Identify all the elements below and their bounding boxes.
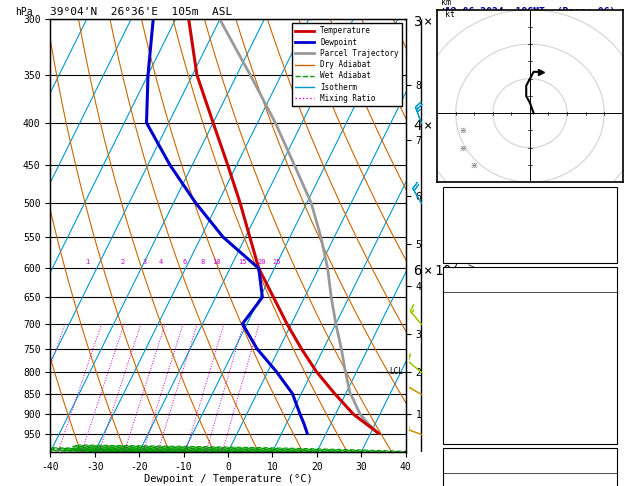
Text: Lifted Index: Lifted Index (450, 376, 510, 385)
Text: $\divideontimes$: $\divideontimes$ (459, 125, 467, 136)
Text: $\divideontimes$: $\divideontimes$ (459, 143, 467, 153)
Bar (443, 448, 617, 486)
Text: 4: 4 (159, 260, 164, 265)
Text: 45: 45 (599, 221, 610, 229)
Text: LCL: LCL (389, 367, 403, 376)
Text: 339: 339 (595, 351, 610, 360)
Text: Pressure (mb): Pressure (mb) (450, 481, 515, 486)
Text: hPa: hPa (15, 7, 33, 17)
Text: 10: 10 (213, 260, 221, 265)
Text: Surface: Surface (511, 275, 548, 284)
Text: kt: kt (445, 10, 455, 18)
Text: 402: 402 (595, 427, 610, 435)
Text: 8: 8 (201, 260, 205, 265)
Text: -0: -0 (599, 376, 610, 385)
Text: 12.06.2024  18GMT  (Base: 06): 12.06.2024 18GMT (Base: 06) (445, 7, 615, 17)
Text: 20: 20 (258, 260, 266, 265)
Text: Totals Totals: Totals Totals (450, 221, 515, 229)
Text: 214: 214 (595, 401, 610, 410)
Text: 16: 16 (599, 195, 610, 204)
Bar (443, 187, 617, 263)
Y-axis label: Mixing Ratio (g/kg): Mixing Ratio (g/kg) (466, 188, 476, 283)
Legend: Temperature, Dewpoint, Parcel Trajectory, Dry Adiabat, Wet Adiabat, Isotherm, Mi: Temperature, Dewpoint, Parcel Trajectory… (292, 23, 402, 106)
Text: θₑ(K): θₑ(K) (450, 351, 475, 360)
Text: 31.9: 31.9 (590, 300, 610, 309)
Text: km
ASL: km ASL (442, 0, 456, 17)
Text: 15: 15 (238, 260, 247, 265)
Text: 999: 999 (595, 481, 610, 486)
Text: 39°04'N  26°36'E  105m  ASL: 39°04'N 26°36'E 105m ASL (50, 7, 233, 17)
Text: 2: 2 (121, 260, 125, 265)
Bar (443, 267, 617, 444)
Text: 3: 3 (143, 260, 147, 265)
X-axis label: Dewpoint / Temperature (°C): Dewpoint / Temperature (°C) (143, 474, 313, 485)
Text: 6: 6 (183, 260, 187, 265)
Text: $\divideontimes$: $\divideontimes$ (470, 160, 479, 170)
Text: 2.1: 2.1 (595, 246, 610, 255)
Text: Dewp (°C): Dewp (°C) (450, 326, 495, 334)
Text: Most Unstable: Most Unstable (496, 456, 564, 465)
Text: 15.8: 15.8 (590, 326, 610, 334)
Text: 25: 25 (273, 260, 281, 265)
Text: CAPE (J): CAPE (J) (450, 401, 490, 410)
Text: © weatheronline.co.uk: © weatheronline.co.uk (477, 472, 582, 481)
Text: PW (cm): PW (cm) (450, 246, 485, 255)
Text: Temp (°C): Temp (°C) (450, 300, 495, 309)
Text: 1: 1 (85, 260, 89, 265)
Text: K: K (450, 195, 455, 204)
Text: CIN (J): CIN (J) (450, 427, 485, 435)
